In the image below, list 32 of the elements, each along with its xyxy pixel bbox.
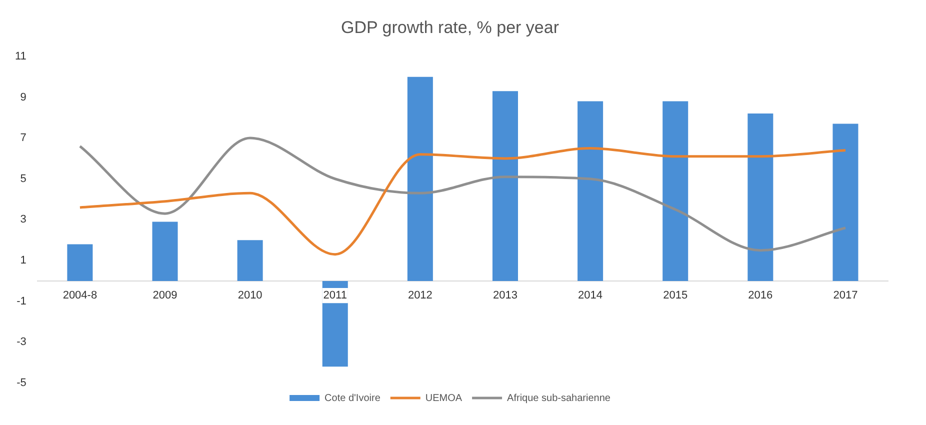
y-tick-label: 7 — [20, 132, 26, 144]
legend-label: Afrique sub-saharienne — [507, 392, 611, 404]
x-tick-label: 2012 — [408, 290, 432, 302]
bar — [407, 76, 433, 281]
bar — [492, 91, 518, 281]
bar — [832, 124, 858, 281]
bar — [662, 101, 688, 281]
bar — [237, 240, 263, 281]
x-tick-label: 2010 — [238, 290, 262, 302]
y-tick-label: -5 — [16, 377, 26, 390]
x-tick-label: 2017 — [833, 290, 858, 302]
bar — [748, 114, 774, 281]
x-tick-label: 2013 — [492, 290, 518, 302]
y-tick-label: 11 — [14, 50, 26, 62]
chart-title: GDP growth rate, % per year — [341, 18, 560, 37]
y-tick-label: 5 — [20, 172, 26, 185]
x-tick-label: 2011 — [323, 290, 347, 302]
legend-label: UEMOA — [425, 392, 462, 404]
y-tick-label: 9 — [20, 91, 26, 104]
x-tick-label: 2016 — [748, 290, 773, 302]
bar — [152, 222, 178, 281]
y-tick-label: 1 — [20, 254, 26, 267]
x-tick-label: 2014 — [578, 290, 603, 302]
y-tick-label: -3 — [16, 336, 26, 348]
bar — [67, 244, 93, 281]
x-tick-label: 2004-8 — [62, 290, 98, 302]
legend-label: Cote d'Ivoire — [324, 392, 381, 404]
y-tick-label: -1 — [16, 295, 26, 308]
x-tick-label: 2015 — [663, 290, 688, 302]
x-tick-label: 2009 — [152, 290, 178, 302]
y-tick-label: 3 — [20, 214, 26, 226]
bar — [578, 101, 604, 281]
